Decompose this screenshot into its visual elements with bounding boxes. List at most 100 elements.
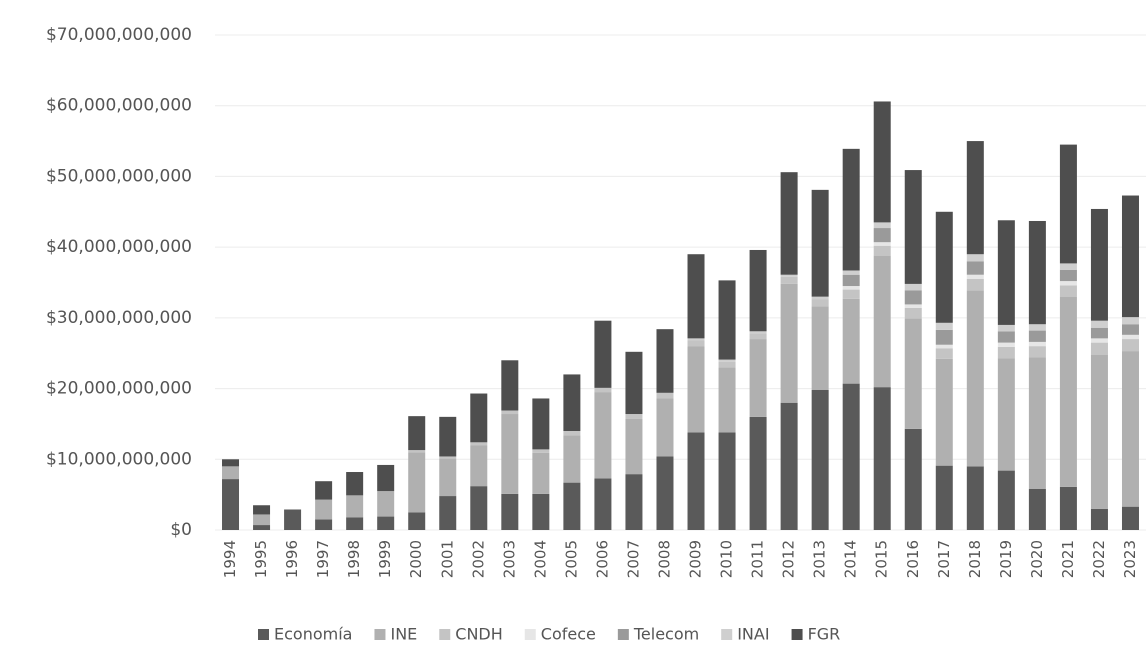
bar-segment [532, 452, 550, 494]
bar-segment [563, 482, 581, 530]
bar-segment [904, 283, 922, 291]
bar-segment [811, 299, 829, 307]
bar-segment [532, 398, 550, 450]
x-tick-label: 2021 [1059, 540, 1077, 578]
bar-segment [656, 456, 674, 530]
bar-segment [997, 342, 1015, 347]
y-tick-label: $60,000,000,000 [46, 96, 192, 116]
legend-label: CNDH [455, 625, 503, 644]
bar-segment [253, 505, 271, 515]
bar-segment [1059, 281, 1077, 286]
bar-segment [1121, 506, 1139, 530]
bar-segment [966, 254, 984, 262]
legend-label: Cofece [541, 625, 596, 644]
bar-segment [625, 351, 643, 415]
bar-segment [594, 387, 612, 393]
bar-segment [1028, 357, 1046, 489]
y-tick-label: $20,000,000,000 [46, 379, 192, 399]
x-tick-label: 2023 [1121, 540, 1139, 578]
bar-segment [718, 367, 736, 433]
bar-segment [904, 428, 922, 530]
bar-segment [1028, 341, 1046, 347]
bar-segment [935, 358, 953, 466]
y-tick-label: $0 [170, 520, 192, 540]
x-tick-label: 2001 [438, 540, 456, 578]
bar-segment [966, 141, 984, 255]
x-tick-label: 2013 [811, 540, 829, 578]
bar-segment [873, 222, 891, 229]
bar-segment [780, 283, 798, 403]
bar-segment [997, 358, 1015, 471]
bar-segment [966, 466, 984, 530]
x-tick-label: 2008 [655, 540, 673, 578]
bar-segment [842, 383, 860, 530]
bar-segment [594, 392, 612, 479]
bar-segment [904, 304, 922, 308]
bar-segment [625, 414, 643, 419]
bar-segment [780, 402, 798, 530]
bar-segment [749, 333, 767, 340]
x-tick-label: 2022 [1090, 540, 1108, 578]
bar-segment [935, 322, 953, 330]
bar-segment [253, 514, 271, 526]
y-tick-label: $70,000,000,000 [46, 25, 192, 45]
y-tick-label: $50,000,000,000 [46, 166, 192, 186]
bar-segment [1090, 342, 1108, 355]
bar-segment [1121, 339, 1139, 352]
bar-segment [687, 432, 705, 530]
bar-segment [873, 242, 891, 246]
x-tick-label: 1998 [345, 540, 363, 578]
x-tick-label: 2007 [624, 540, 642, 578]
legend-swatch [439, 629, 451, 640]
bar-segment [470, 442, 488, 446]
x-tick-label: 2006 [593, 540, 611, 578]
bar-segment [873, 255, 891, 388]
bar-segment [687, 346, 705, 433]
bar-segment [284, 509, 302, 530]
x-tick-label: 2003 [500, 540, 518, 578]
bar-segment [718, 280, 736, 360]
bar-segment [656, 392, 674, 399]
legend-label: Telecom [633, 625, 699, 644]
bar-segment [749, 416, 767, 530]
bar-segment [346, 495, 364, 518]
x-tick-label: 1995 [252, 540, 270, 578]
bar-segment [842, 298, 860, 384]
bar-segment [594, 478, 612, 530]
bar-segment [1059, 269, 1077, 282]
bar-segment [1121, 195, 1139, 318]
bar-segment [997, 331, 1015, 343]
bar-segment [439, 456, 457, 459]
bar-segment [315, 499, 333, 520]
bar-segment [718, 361, 736, 368]
bar-segment [842, 270, 860, 275]
x-tick-label: 2015 [873, 540, 891, 578]
bar-segment [408, 452, 426, 513]
bar-segment [563, 435, 581, 483]
bar-segment [408, 416, 426, 451]
bar-segment [532, 449, 550, 453]
bar-segment [780, 274, 798, 277]
bar-segment [1059, 285, 1077, 297]
bar-segment [935, 329, 953, 345]
x-tick-label: 2009 [687, 540, 705, 578]
bar-segment [501, 410, 519, 415]
x-tick-label: 1994 [221, 540, 239, 578]
bar-segment [439, 416, 457, 457]
bar-segment [439, 458, 457, 497]
bar-segment [1028, 220, 1046, 325]
bar-segment [1059, 144, 1077, 264]
bar-segment [811, 389, 829, 530]
y-tick-label: $30,000,000,000 [46, 308, 192, 328]
legend-swatch [617, 629, 629, 640]
bar-segment [749, 331, 767, 334]
bar-segment [1028, 324, 1046, 331]
bar-segment [842, 274, 860, 287]
bar-segment [966, 261, 984, 275]
bar-segment [966, 274, 984, 279]
bar-segment [873, 101, 891, 223]
x-tick-label: 2012 [780, 540, 798, 578]
bar-segment [1028, 330, 1046, 342]
bar-segment [1121, 334, 1139, 340]
x-tick-label: 1999 [376, 540, 394, 578]
